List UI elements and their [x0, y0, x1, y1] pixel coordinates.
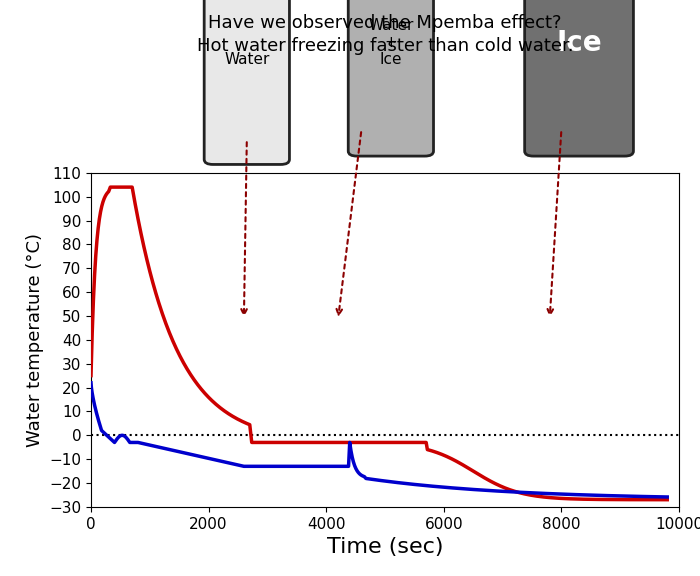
FancyBboxPatch shape: [349, 0, 433, 156]
Text: Hot water freezing faster than cold water.: Hot water freezing faster than cold wate…: [197, 37, 573, 55]
Text: Ice: Ice: [556, 28, 602, 56]
X-axis label: Time (sec): Time (sec): [327, 537, 443, 557]
Text: Water: Water: [224, 52, 270, 67]
FancyBboxPatch shape: [525, 0, 634, 156]
Text: Water
+
Ice: Water + Ice: [368, 18, 414, 67]
Y-axis label: Water temperature (°C): Water temperature (°C): [26, 233, 43, 447]
FancyBboxPatch shape: [204, 0, 290, 165]
Text: Have we observed the Mpemba effect?: Have we observed the Mpemba effect?: [209, 14, 561, 32]
